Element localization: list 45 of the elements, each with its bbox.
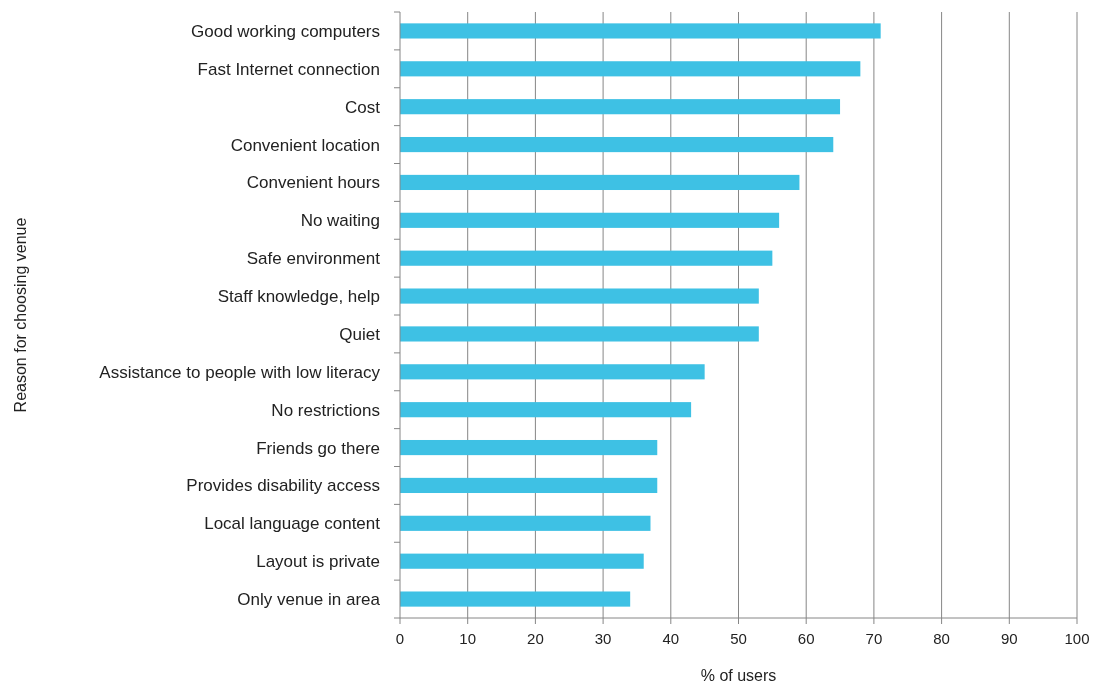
bar	[400, 212, 780, 228]
x-tick-label: 70	[865, 630, 883, 647]
bar	[400, 326, 759, 342]
bar	[400, 99, 841, 115]
bar	[400, 515, 651, 531]
y-tick-label: Friends go there	[256, 438, 380, 458]
y-tick-label: No waiting	[300, 211, 380, 231]
bar	[400, 288, 759, 304]
y-tick-label: Staff knowledge, help	[217, 287, 380, 307]
y-axis-title: Reason for choosing venue	[12, 217, 29, 413]
y-tick-label: Quiet	[339, 324, 381, 344]
x-tick-label: 20	[527, 630, 544, 647]
y-tick-label: No restrictions	[271, 400, 380, 420]
x-tick-label: 60	[797, 630, 815, 647]
bar	[400, 250, 773, 266]
x-tick-label: 50	[730, 630, 747, 647]
y-tick-label: Convenient hours	[246, 173, 380, 193]
bar	[400, 553, 644, 569]
bar	[400, 591, 631, 607]
x-tick-label: 80	[933, 630, 950, 647]
x-tick-label: 10	[459, 630, 477, 647]
y-tick-label: Convenient location	[230, 135, 380, 155]
bar	[400, 402, 692, 418]
bar	[400, 477, 658, 494]
y-tick-label: Safe environment	[246, 249, 381, 269]
x-tick-label: 30	[594, 630, 612, 647]
y-tick-label: Only venue in area	[237, 590, 381, 610]
bar	[400, 23, 881, 39]
y-tick-label: Local language content	[204, 514, 381, 534]
y-tick-label: Provides disability access	[186, 476, 380, 496]
y-tick-label: Assistance to people with low literacy	[99, 362, 381, 382]
bar	[400, 61, 861, 77]
bar	[400, 364, 705, 380]
y-tick-label: Good working computers	[191, 21, 380, 41]
y-tick-label: Cost	[345, 97, 381, 117]
x-tick-label: 100	[1064, 630, 1090, 647]
x-tick-label: 40	[662, 630, 680, 647]
bar	[400, 439, 658, 456]
x-tick-label: 90	[1000, 630, 1018, 647]
y-tick-label: Layout is private	[256, 552, 380, 572]
bar	[400, 174, 800, 191]
x-axis-title: % of users	[700, 667, 777, 684]
y-tick-label: Fast Internet connection	[197, 59, 380, 79]
x-tick-label: 0	[395, 630, 405, 647]
bar	[400, 136, 834, 153]
